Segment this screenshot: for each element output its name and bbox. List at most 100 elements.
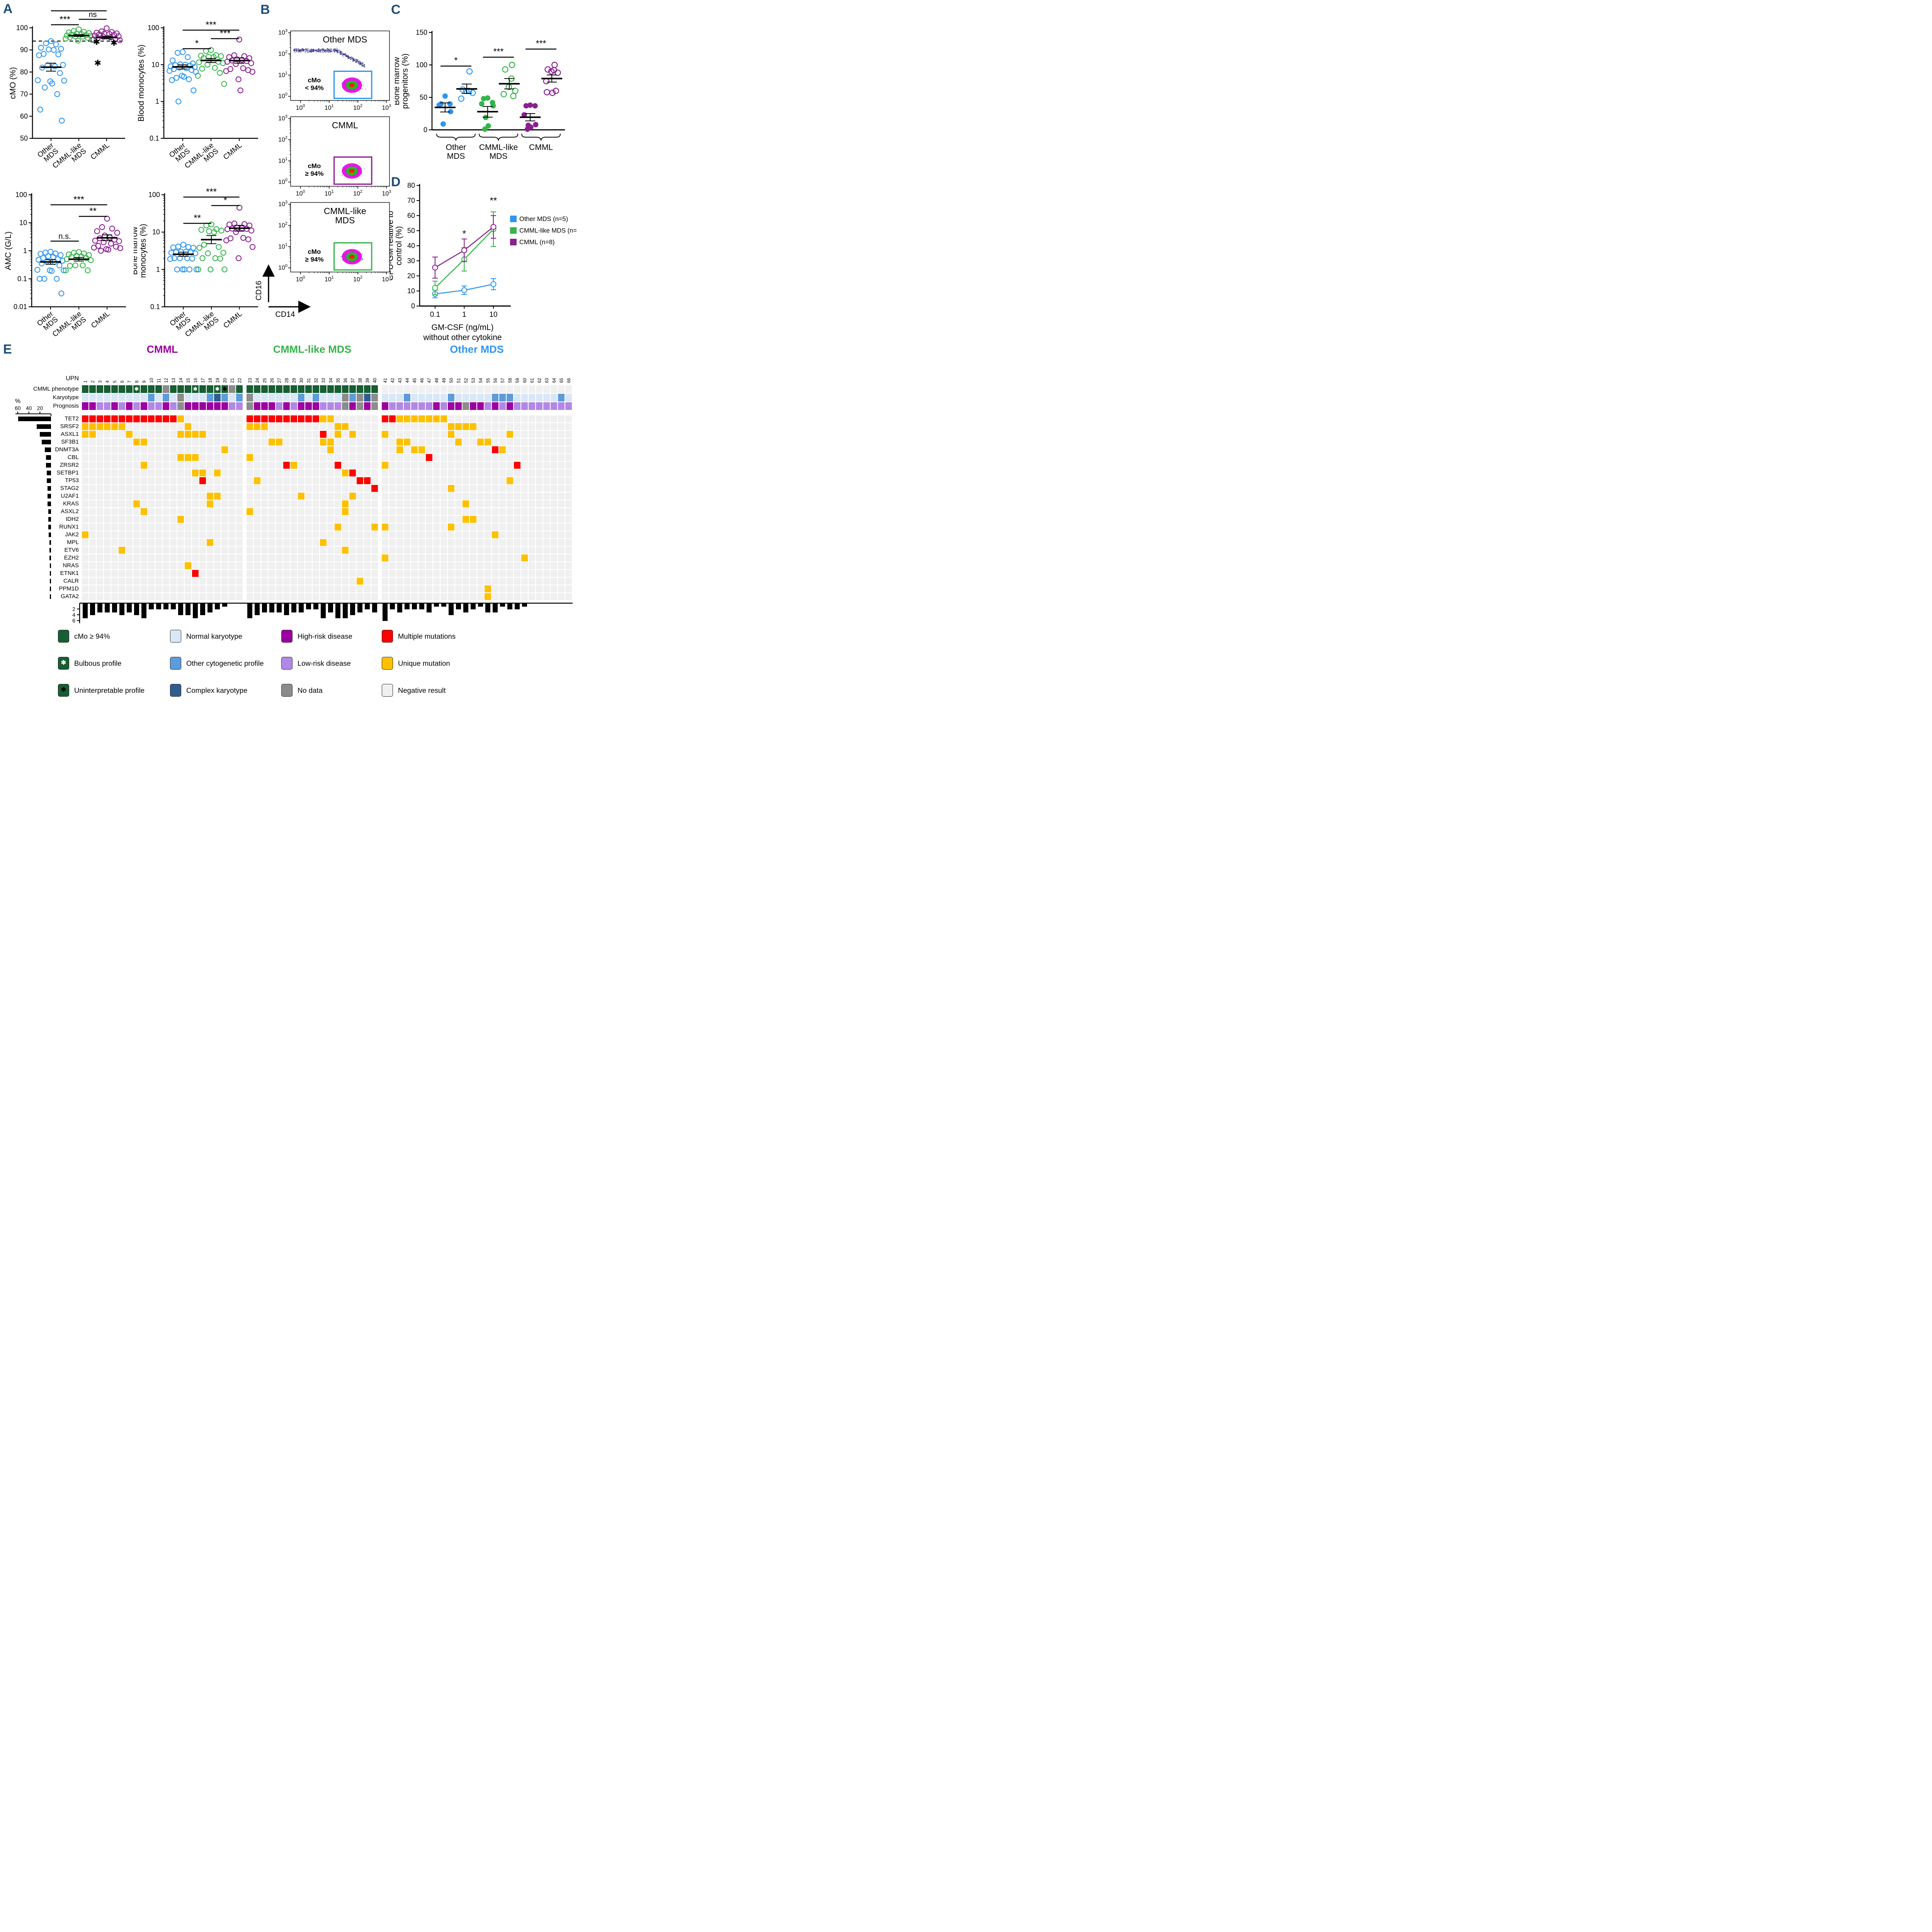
mutation-cell: [254, 585, 260, 592]
mutation-cell: [492, 469, 498, 476]
mutation-cell: [170, 469, 177, 476]
mutation-cell: [382, 485, 388, 492]
mutation-cell: [485, 562, 491, 569]
mutation-cell: [455, 431, 462, 438]
mutation-cell: [335, 585, 341, 592]
mutation-cell: [514, 562, 520, 569]
mutation-cell: [155, 469, 162, 476]
mutation-cell: [543, 524, 550, 531]
mutation-cell: [82, 469, 88, 476]
gene-label: TET2: [65, 415, 79, 422]
annotation-cell-phenotype: [291, 385, 297, 393]
mutation-cell: [426, 462, 432, 469]
mutation-cell: [148, 508, 155, 515]
mutation-cell: [426, 431, 432, 438]
mutation-cell: [492, 446, 498, 453]
svg-text:10: 10: [152, 228, 160, 236]
mutation-cell: [97, 524, 103, 531]
mutation-cell: [543, 547, 550, 554]
gene-label: SETBP1: [56, 469, 79, 476]
mutation-cell: [418, 469, 425, 476]
mutation-cell: [254, 547, 260, 554]
mutation-cell: [305, 593, 312, 600]
mutation-cell: [529, 415, 535, 422]
mutation-cell: [349, 415, 356, 422]
annotation-cell-prognosis: [269, 402, 275, 410]
upn-column-label: 43: [398, 378, 403, 383]
mutation-cell: [389, 469, 396, 476]
upn-column-label: 38: [358, 378, 363, 383]
mutation-cell: [199, 439, 206, 446]
annotation-cell-karyotype: [382, 394, 388, 401]
mutation-cell: [565, 493, 572, 500]
mutation-cell: [426, 454, 432, 461]
mutation-cell: [433, 531, 440, 538]
mutation-cell: [418, 531, 425, 538]
mutation-cell: [335, 415, 341, 422]
mutation-cell: [536, 423, 543, 430]
mutation-cell: [396, 539, 403, 546]
mutation-cell: [185, 524, 191, 531]
mutation-cell: [283, 485, 290, 492]
mutation-cell: [283, 431, 290, 438]
mutation-cell: [305, 415, 312, 422]
mutation-cell: [141, 454, 147, 461]
mutation-cell: [276, 562, 282, 569]
mutation-cell: [371, 415, 378, 422]
annotation-cell-prognosis: [418, 402, 425, 410]
mutation-cell: [349, 593, 356, 600]
legend-label: Other cytogenetic profile: [186, 659, 264, 667]
mutation-cell: [335, 493, 341, 500]
mutations-per-patient-bar: [299, 604, 304, 612]
mutations-per-patient-bar: [119, 604, 124, 615]
mutation-cell: [543, 493, 550, 500]
mutation-cell: [327, 516, 334, 523]
mutation-cell: [514, 493, 520, 500]
upn-column-label: 24: [255, 378, 260, 383]
mutation-cell: [283, 562, 290, 569]
annotation-cell-phenotype: [229, 385, 235, 393]
mutation-cell: [514, 415, 520, 422]
mutation-cell: [551, 539, 557, 546]
mutation-cell: [499, 547, 506, 554]
mutation-cell: [111, 423, 118, 430]
mutation-cell: [133, 423, 140, 430]
mutation-cell: [313, 531, 319, 538]
gene-frequency-bar: [40, 432, 51, 437]
mutation-cell: [313, 469, 319, 476]
mutation-cell: [163, 469, 169, 476]
mutation-cell: [133, 524, 140, 531]
mutation-cell: [521, 578, 528, 585]
svg-text:103: 103: [382, 189, 391, 197]
mutation-cell: [463, 423, 469, 430]
svg-text:CMML-likeMDS: CMML-likeMDS: [51, 141, 88, 174]
mutation-cell: [254, 446, 260, 453]
annotation-cell-karyotype: [126, 394, 133, 401]
annotation-cell-phenotype: [455, 385, 462, 393]
mutation-cell: [327, 578, 334, 585]
annotation-cell-karyotype: [411, 394, 418, 401]
mutation-cell: [485, 585, 491, 592]
mutation-cell: [221, 469, 228, 476]
gene-frequency-bar: [49, 540, 51, 545]
panel-a-cmo-plot: 50 60 70 80 90 100 ✱ ✱ ✱ *** *** ns cMO (%) OtherMDS C…: [8, 0, 134, 176]
annotation-cell-karyotype: [276, 394, 282, 401]
mutation-cell: [305, 423, 312, 430]
mutation-cell: [298, 547, 304, 554]
mutation-cell: [371, 500, 378, 507]
mutation-cell: [389, 578, 396, 585]
mutations-per-patient-bar: [507, 604, 512, 609]
mutation-cell: [364, 439, 371, 446]
mutation-cell: [364, 415, 371, 422]
mutation-cell: [404, 531, 410, 538]
gene-frequency-bar: [18, 417, 51, 421]
legend-item: No data: [281, 684, 323, 697]
annotation-cell-karyotype: [514, 394, 520, 401]
mutation-cell: [298, 454, 304, 461]
gene-frequency-bar: [46, 463, 51, 468]
mutation-cell: [82, 516, 88, 523]
mutation-cell: [342, 469, 349, 476]
mutation-cell: [320, 439, 327, 446]
annotation-cell-phenotype: [261, 385, 268, 393]
mutation-cell: [192, 477, 199, 484]
